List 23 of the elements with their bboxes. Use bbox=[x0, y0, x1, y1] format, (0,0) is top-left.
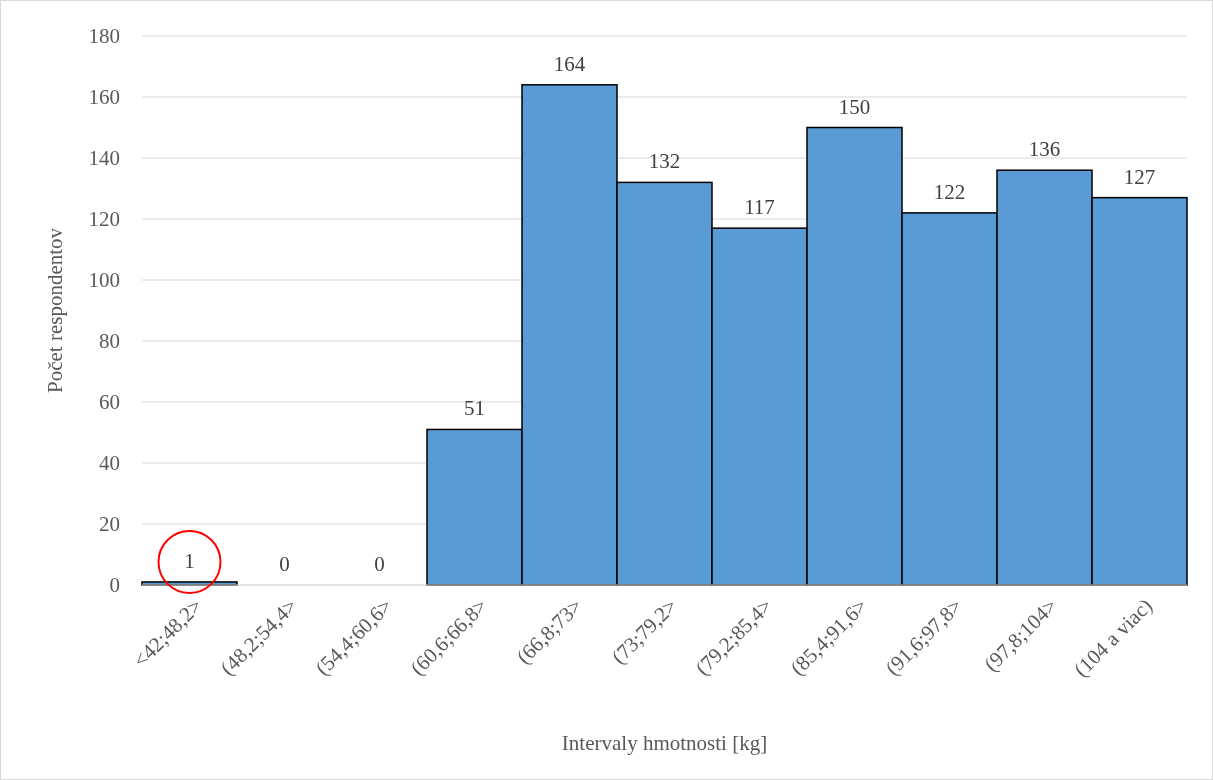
data-label: 127 bbox=[1123, 164, 1156, 189]
data-label: 122 bbox=[933, 179, 966, 204]
data-label: 136 bbox=[1028, 137, 1061, 162]
y-tick-label: 140 bbox=[88, 146, 120, 171]
y-tick-label: 160 bbox=[88, 85, 120, 110]
y-tick-label: 180 bbox=[88, 24, 120, 49]
y-tick-label: 40 bbox=[99, 451, 120, 476]
data-label: 117 bbox=[744, 195, 775, 220]
y-tick-label: 20 bbox=[99, 512, 120, 537]
x-axis-title: Intervaly hmotnosti [kg] bbox=[561, 731, 768, 755]
data-label: 51 bbox=[464, 396, 485, 421]
y-tick-label: 0 bbox=[109, 573, 120, 598]
y-tick-label: 100 bbox=[88, 268, 120, 293]
data-label: 0 bbox=[374, 552, 385, 576]
data-label: 1 bbox=[184, 548, 195, 573]
y-tick-label: 60 bbox=[99, 390, 120, 415]
data-label: 150 bbox=[838, 94, 871, 119]
data-label: 0 bbox=[279, 552, 290, 576]
data-label: 164 bbox=[553, 51, 586, 76]
y-axis-title: Počet respondentov bbox=[43, 227, 67, 394]
y-tick-label: 120 bbox=[88, 207, 120, 232]
y-tick-label: 80 bbox=[99, 329, 120, 354]
data-label: 132 bbox=[648, 149, 681, 174]
